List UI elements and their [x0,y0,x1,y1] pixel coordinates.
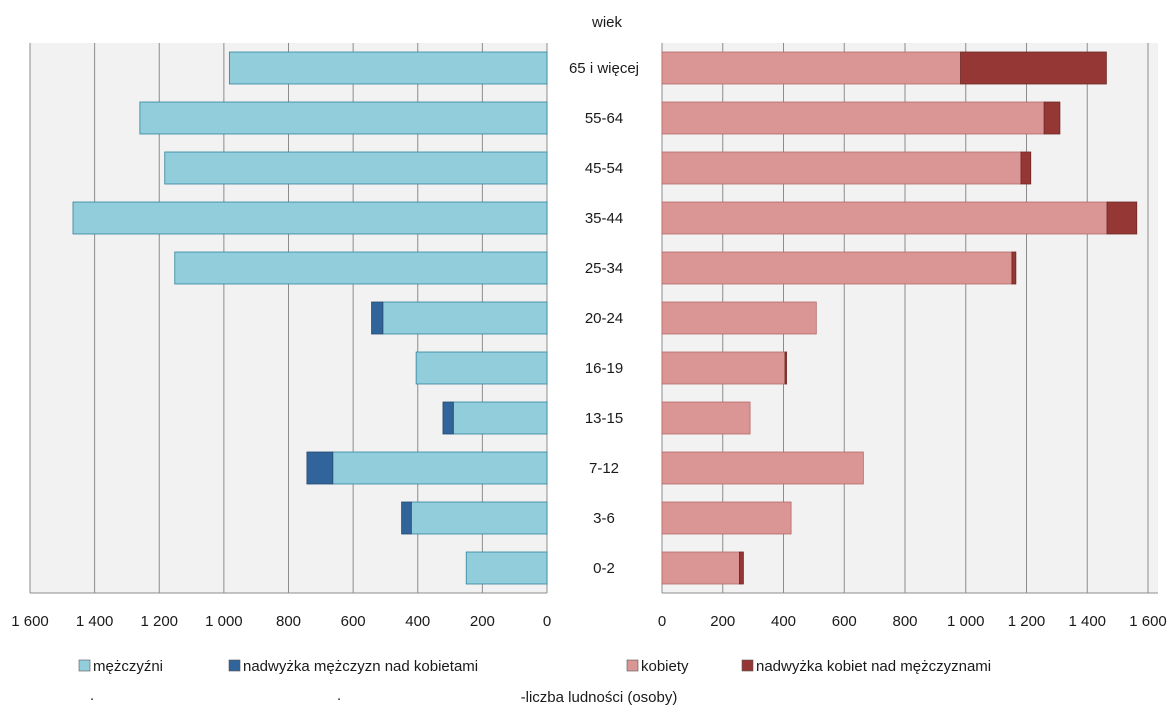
bar-mężczyźni [139,101,548,135]
bar-nadwyżka-mężczyzn-nad-kobietami [371,301,384,335]
legend-item-nadwyżka-mężczyzn-nad-kobietami: nadwyżka mężczyzn nad kobietami [228,658,478,675]
legend: mężczyźni nadwyżka mężczyzn nad kobietami… [78,658,991,675]
left-tick-label: 400 [405,613,430,630]
age-category-label: 3-6 [593,510,615,527]
bar-kobiety [661,351,786,385]
bar-nadwyżka-kobiet-nad-mężczyznami [1106,201,1138,235]
age-category-label: 35-44 [585,210,623,227]
left-tick-label: 1 200 [140,613,178,630]
bar-kobiety [661,151,1022,185]
bar-mężczyźni [452,401,548,435]
right-panel: 0 200 400 600 800 1 000 1 200 1 400 1 600 [658,43,1167,630]
left-tick-label: 0 [543,613,551,630]
left-tick-label: 1 600 [11,613,49,630]
age-category-labels: 65 i więcej 55-64 45-54 35-44 25-34 20-24 16-1… [569,60,639,577]
bar-mężczyźni [465,551,548,585]
bar-kobiety [661,301,817,335]
bar-kobiety [661,551,740,585]
stray-dot-1: . [90,687,94,704]
legend-swatch [626,659,639,672]
bar-kobiety [661,101,1045,135]
right-tick-label: 1 600 [1129,613,1167,630]
legend-item-nadwyżka-kobiet-nad-mężczyznami: nadwyżka kobiet nad mężczyznami [741,658,991,675]
bar-mężczyźni [332,451,548,485]
bar-mężczyźni [72,201,548,235]
legend-item-mężczyźni: mężczyźni [78,658,163,675]
legend-label: nadwyżka mężczyzn nad kobietami [243,658,478,675]
bar-nadwyżka-kobiet-nad-mężczyznami [784,351,787,385]
right-tick-label: 200 [710,613,735,630]
right-tick-label: 600 [832,613,857,630]
legend-label: nadwyżka kobiet nad mężczyznami [756,658,991,675]
age-category-label: 45-54 [585,160,623,177]
x-axis-label-text: liczba ludności (osoby) [526,689,678,706]
right-tick-label: 1 400 [1068,613,1106,630]
right-tick-label: 800 [892,613,917,630]
bar-kobiety [661,251,1013,285]
right-tick-label: 0 [658,613,666,630]
bar-mężczyźni [174,251,548,285]
legend-item-kobiety: kobiety [626,658,689,675]
age-category-label: 65 i więcej [569,60,639,77]
bar-nadwyżka-kobiet-nad-mężczyznami [1043,101,1061,135]
legend-swatch [78,659,91,672]
x-axis-label: -liczba ludności (osoby) [521,689,678,706]
bar-nadwyżka-mężczyzn-nad-kobietami [306,451,334,485]
bar-nadwyżka-mężczyzn-nad-kobietami [442,401,454,435]
bar-mężczyźni [382,301,548,335]
right-tick-label: 1 000 [947,613,985,630]
bar-nadwyżka-mężczyzn-nad-kobietami [401,501,412,535]
legend-label: mężczyźni [93,658,163,675]
bar-nadwyżka-kobiet-nad-mężczyznami [739,551,744,585]
left-panel: 1 600 1 400 1 200 1 000 800 600 400 200 0 [11,43,551,630]
age-category-label: 7-12 [589,460,619,477]
bar-mężczyźni [164,151,548,185]
bar-kobiety [661,201,1108,235]
left-tick-label: 800 [276,613,301,630]
bar-kobiety [661,451,864,485]
legend-swatch [228,659,241,672]
bar-nadwyżka-kobiet-nad-mężczyznami [960,51,1107,85]
stray-dot-2: . [337,687,341,704]
age-category-label: 25-34 [585,260,623,277]
left-tick-label: 200 [470,613,495,630]
age-category-label: 20-24 [585,310,623,327]
age-category-label: 0-2 [593,560,615,577]
bar-nadwyżka-kobiet-nad-mężczyznami [1011,251,1017,285]
left-tick-label: 1 400 [76,613,114,630]
left-tick-label: 1 000 [205,613,243,630]
age-category-label: 16-19 [585,360,623,377]
bar-mężczyźni [228,51,548,85]
x-axis-label-dash: - [521,689,526,706]
bar-kobiety [661,501,792,535]
bar-kobiety [661,401,751,435]
right-tick-label: 400 [771,613,796,630]
right-tick-label: 1 200 [1008,613,1046,630]
bar-mężczyźni [410,501,548,535]
bar-kobiety [661,51,961,85]
age-category-label: 55-64 [585,110,623,127]
left-tick-label: 600 [341,613,366,630]
age-category-label: 13-15 [585,410,623,427]
bar-mężczyźni [415,351,548,385]
legend-label: kobiety [641,658,689,675]
legend-swatch [741,659,754,672]
bar-nadwyżka-kobiet-nad-mężczyznami [1020,151,1032,185]
age-axis-title: wiek [591,14,623,31]
